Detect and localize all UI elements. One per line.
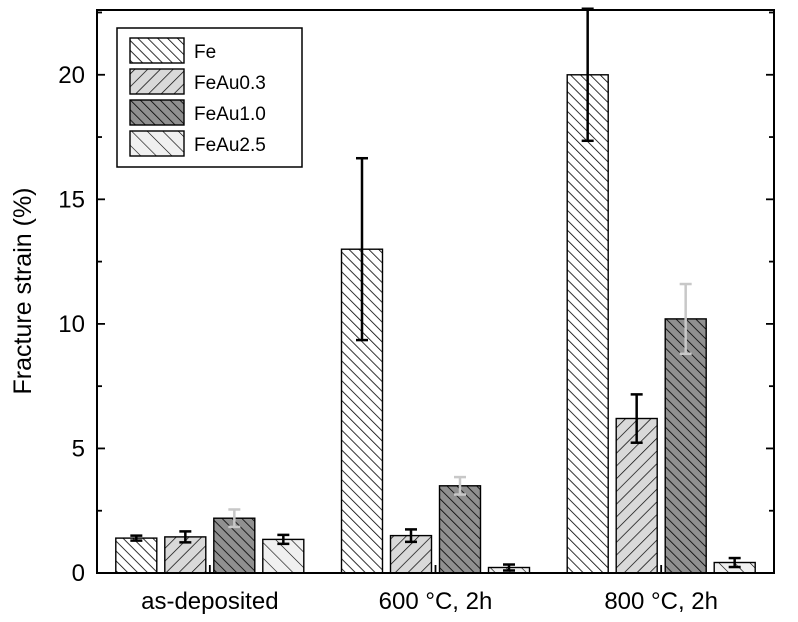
y-tick-label: 10 bbox=[58, 311, 85, 338]
y-axis-title: Fracture strain (%) bbox=[9, 188, 37, 395]
bar-0-3 bbox=[262, 538, 305, 574]
legend-swatch bbox=[129, 37, 185, 64]
y-axis: 0 5 10 15 20 bbox=[58, 11, 774, 587]
legend-label: FeAu2.5 bbox=[194, 135, 266, 156]
errorbar-0-1 bbox=[179, 530, 192, 544]
errorbar-1-2 bbox=[454, 475, 466, 496]
y-tick-label: 0 bbox=[72, 560, 85, 587]
bar-2-1 bbox=[615, 417, 658, 574]
legend-label: Fe bbox=[194, 42, 216, 63]
x-tick-label: 800 °C, 2h bbox=[604, 588, 718, 615]
errorbar-0-0 bbox=[130, 534, 143, 542]
errorbars-group bbox=[130, 7, 741, 572]
bar-2-0 bbox=[566, 74, 609, 574]
y-tick-label: 5 bbox=[72, 435, 85, 462]
y-tick-label: 15 bbox=[58, 186, 85, 213]
errorbar-1-3 bbox=[503, 563, 515, 572]
legend-swatch bbox=[129, 130, 185, 157]
legend-swatch bbox=[129, 99, 185, 126]
y-tick-label: 20 bbox=[58, 62, 85, 89]
errorbar-2-3 bbox=[728, 556, 741, 569]
errorbar-2-0 bbox=[581, 7, 594, 143]
legend: Fe FeAu0.3 FeAu1.0 FeAu2.5 bbox=[116, 27, 303, 168]
errorbar-2-1 bbox=[630, 393, 643, 444]
errorbar-1-1 bbox=[405, 528, 417, 544]
errorbar-0-2 bbox=[228, 508, 241, 529]
bar-1-2 bbox=[438, 485, 482, 574]
x-tick-label: as-deposited bbox=[141, 588, 278, 615]
errorbar-2-2 bbox=[679, 282, 692, 356]
x-axis: as-deposited 600 °C, 2h 800 °C, 2h bbox=[141, 565, 718, 615]
errorbar-0-3 bbox=[277, 533, 290, 546]
bar-0-0 bbox=[115, 537, 158, 574]
legend-label: FeAu1.0 bbox=[194, 104, 266, 125]
legend-swatch bbox=[129, 68, 185, 95]
legend-label: FeAu0.3 bbox=[194, 73, 266, 94]
errorbar-1-0 bbox=[356, 156, 368, 342]
x-tick-label: 600 °C, 2h bbox=[379, 588, 493, 615]
bar-2-2 bbox=[664, 318, 707, 574]
